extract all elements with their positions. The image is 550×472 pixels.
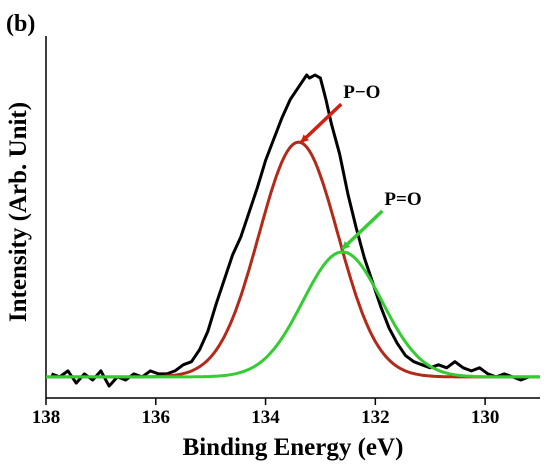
x-tick-label-130: 130 — [471, 407, 500, 428]
x-tick-label-138: 138 — [32, 407, 61, 428]
x-tick-label-134: 134 — [251, 407, 280, 428]
annotation-layer: P−O P=O — [300, 82, 422, 251]
y-axis-title: Intensity (Arb. Unit) — [5, 102, 32, 322]
series-line-p-eq-o — [46, 250, 540, 379]
series-line-measured — [50, 73, 530, 388]
annotation-label-p-o: P−O — [343, 82, 380, 103]
annotation-arrow-p-eq-o — [341, 209, 384, 251]
series-layer — [46, 73, 540, 388]
series-line-p-o — [46, 140, 540, 379]
annotation-label-p-eq-o: P=O — [384, 189, 421, 210]
x-tick-label-136: 136 — [142, 407, 171, 428]
annotation-arrow-p-o — [300, 102, 343, 144]
x-tick-label-132: 132 — [361, 407, 390, 428]
x-axis-title: Binding Energy (eV) — [183, 434, 404, 461]
plot-area: 138 136 134 132 130 P−O P=O — [32, 36, 540, 428]
x-ticks: 138 136 134 132 130 — [32, 398, 500, 428]
panel-label: (b) — [6, 11, 35, 37]
